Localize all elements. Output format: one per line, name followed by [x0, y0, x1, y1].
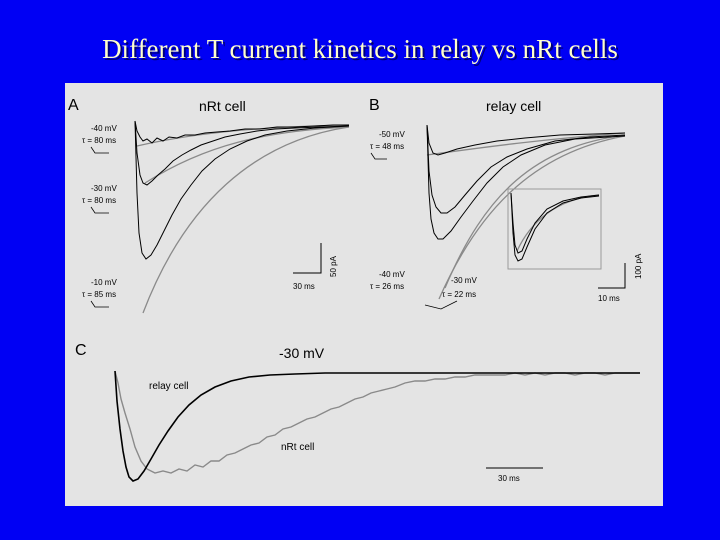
panel-c-nrt-label: nRt cell [281, 442, 314, 453]
panel-b-inset-trace-2 [510, 192, 600, 262]
panel-b-label-50-voltage: -50 mV [379, 130, 405, 139]
panel-c-trace-nrt [114, 370, 640, 474]
panel-b-label-30-voltage: -30 mV [451, 276, 477, 285]
panel-c-relay-label: relay cell [149, 381, 188, 392]
panel-a-pointer-40 [90, 146, 109, 154]
panel-a: A nRt cell -40 mV τ = 80 ms -30 mV τ = 8… [68, 97, 350, 314]
panel-a-label-40-voltage: -40 mV [91, 124, 117, 133]
panel-a-trace-30 [134, 120, 350, 186]
panel-a-scale-bar [293, 243, 322, 274]
slide-title: Different T current kinetics in relay vs… [102, 34, 618, 64]
panel-b-inset-trace-1 [510, 192, 600, 254]
panel-c-trace-relay [114, 370, 640, 482]
panel-a-fit-30 [144, 126, 350, 184]
panel-c-title: -30 mV [279, 345, 325, 361]
figure-panel: A nRt cell -40 mV τ = 80 ms -30 mV τ = 8… [65, 83, 663, 506]
panel-a-label-30-voltage: -30 mV [91, 184, 117, 193]
panel-b-fit-30 [438, 135, 626, 300]
panel-b-label-30-tau: τ = 22 ms [442, 290, 476, 299]
panel-a-label-10-voltage: -10 mV [91, 278, 117, 287]
panel-b-scale-amp: 100 pA [634, 253, 643, 279]
panel-b-scale-bar [598, 263, 626, 289]
panel-b-pointer-30 [424, 300, 458, 310]
panel-a-letter: A [68, 97, 79, 114]
panel-a-trace-40 [134, 120, 349, 144]
panel-a-scale-amp: 50 pA [329, 255, 338, 277]
panel-a-pointer-30 [90, 206, 109, 214]
panel-b-label-50-tau: τ = 48 ms [370, 142, 404, 151]
panel-c-letter: C [75, 342, 87, 359]
figure-graphic: A nRt cell -40 mV τ = 80 ms -30 mV τ = 8… [68, 97, 643, 483]
panel-a-label-10-tau: τ = 85 ms [82, 290, 116, 299]
panel-a-title: nRt cell [199, 98, 246, 114]
panel-a-pointer-10 [90, 300, 109, 308]
panel-a-label-30-tau: τ = 80 ms [82, 196, 116, 205]
panel-b-pointer-50 [370, 152, 387, 160]
panel-a-fit-10 [142, 126, 350, 314]
panel-b-fit-40 [444, 134, 626, 289]
panel-b: B relay cell -50 mV τ = 48 ms -40 mV τ =… [369, 97, 643, 310]
panel-b-label-40-tau: τ = 26 ms [370, 282, 404, 291]
panel-b-trace-40 [426, 124, 626, 214]
panel-b-scale-time: 10 ms [598, 294, 620, 303]
panel-a-scale-time: 30 ms [293, 282, 315, 291]
panel-a-label-40-tau: τ = 80 ms [82, 136, 116, 145]
panel-b-letter: B [369, 97, 380, 114]
panel-c: C -30 mV relay cell nRt cell 30 ms [75, 342, 640, 483]
panel-b-trace-50 [426, 124, 626, 156]
panel-b-inset-frame [507, 188, 602, 270]
panel-b-label-40-voltage: -40 mV [379, 270, 405, 279]
panel-b-trace-30 [426, 124, 626, 240]
panel-c-scale-time: 30 ms [498, 474, 520, 483]
panel-a-trace-10 [134, 120, 350, 260]
panel-b-title: relay cell [486, 98, 541, 114]
